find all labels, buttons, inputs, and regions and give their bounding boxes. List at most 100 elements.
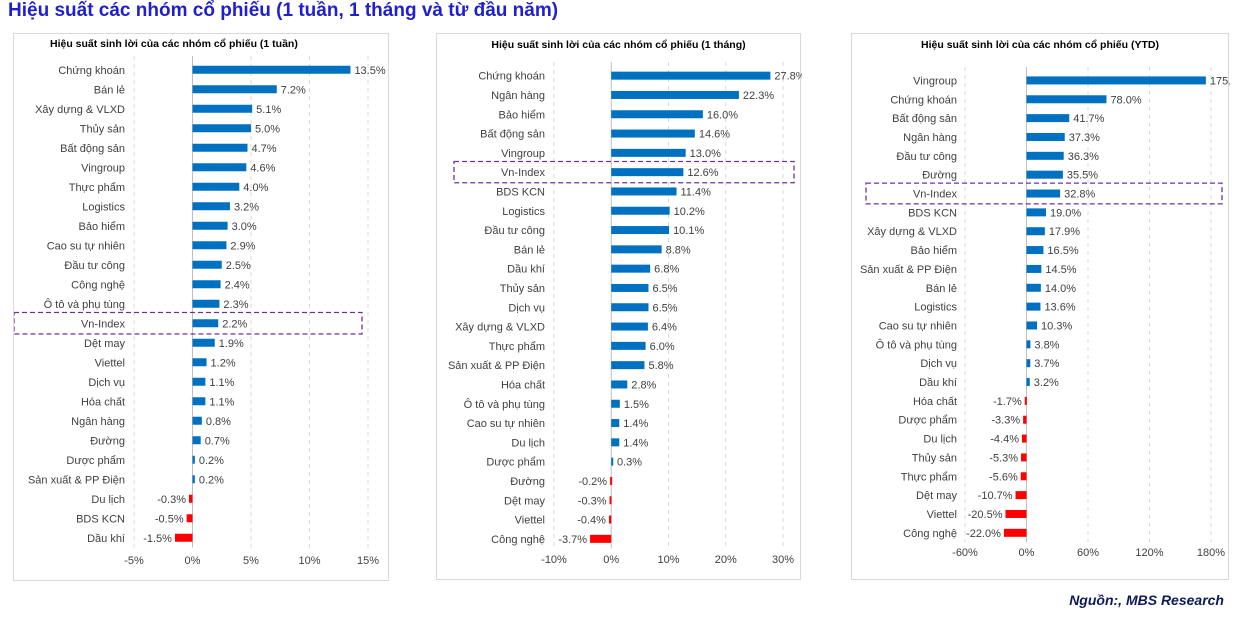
data-label: 1.1%: [209, 396, 234, 408]
bar: [192, 475, 195, 484]
bar: [192, 319, 219, 328]
bar: [192, 338, 215, 347]
data-label: 0.3%: [617, 457, 642, 469]
category-label: Sản xuất & PP Điện: [448, 360, 545, 372]
category-label: Dịch vụ: [508, 302, 545, 314]
category-label: Bất động sản: [892, 113, 957, 125]
bar: [192, 104, 253, 113]
data-label: 36.3%: [1068, 151, 1099, 163]
bar: [192, 143, 248, 152]
bar: [192, 377, 206, 386]
category-label: Dầu khí: [919, 377, 957, 389]
data-label: 5.8%: [648, 360, 673, 372]
chart-ytd: -60% 0% 60% 120% 180% Vingroup 175.0% Chứng kho…: [860, 67, 1230, 559]
data-label: 16.0%: [707, 109, 738, 121]
data-label: -4.4%: [990, 434, 1019, 446]
category-label: Cao su tự nhiên: [879, 320, 957, 332]
category-label: Logistics: [502, 206, 545, 218]
data-label: 175.0%: [1210, 75, 1230, 87]
bar: [192, 397, 206, 406]
bar: [192, 85, 277, 94]
bar: [609, 496, 612, 505]
data-label: 19.0%: [1050, 207, 1081, 219]
bar: [192, 124, 251, 133]
data-label: 6.5%: [652, 283, 677, 295]
data-label: -0.4%: [577, 515, 606, 527]
category-label: Dệt may: [504, 495, 545, 507]
category-label: Dịch vụ: [88, 377, 125, 389]
bar: [1003, 528, 1027, 537]
bar: [186, 514, 193, 523]
x-tick-label: 15%: [357, 555, 379, 567]
chart-panel-1-week: Hiệu suất sinh lời của các nhóm cổ phiếu…: [13, 33, 389, 581]
data-label: -3.7%: [558, 534, 587, 546]
category-label: Du lịch: [511, 437, 545, 449]
category-label: Thủy sản: [80, 123, 125, 135]
data-label: 78.0%: [1110, 94, 1141, 106]
x-tick-label: 10%: [298, 555, 320, 567]
data-label: -5.3%: [989, 452, 1018, 464]
category-label: Ô tô và phụ tùng: [44, 298, 125, 311]
category-label: Thủy sản: [912, 452, 957, 464]
category-label: Thủy sản: [500, 283, 545, 295]
data-label: 3.2%: [234, 201, 259, 213]
data-label: 3.2%: [1034, 377, 1059, 389]
chart-1-month: -10% 0% 10% 20% 30% Chứng khoán 27.8% Ngân hàng…: [448, 62, 802, 566]
bar: [174, 533, 193, 542]
bar: [192, 65, 351, 74]
x-tick-label: 120%: [1135, 547, 1163, 559]
data-label: 6.4%: [652, 322, 677, 334]
x-tick-label: 0%: [603, 554, 619, 566]
category-label: Chứng khoán: [890, 94, 957, 106]
category-label: Logistics: [914, 302, 957, 314]
category-label: Ngân hàng: [903, 132, 957, 144]
bar: [192, 163, 247, 172]
category-label: Ngân hàng: [71, 416, 125, 428]
data-label: 6.5%: [652, 302, 677, 314]
category-label: Bán lẻ: [94, 84, 125, 96]
bar: [611, 206, 670, 215]
category-label: Vn-Index: [501, 167, 546, 179]
bar: [611, 303, 649, 312]
data-label: 35.5%: [1067, 170, 1098, 182]
data-label: -0.5%: [155, 513, 184, 525]
category-label: Vingroup: [81, 162, 125, 174]
bar: [1005, 509, 1027, 518]
category-label: Đường: [510, 476, 545, 488]
category-label: Đầu tư công: [896, 151, 957, 163]
category-label: Dịch vụ: [920, 358, 957, 370]
chart-1-week: -5% 0% 5% 10% 15% Chứng khoán 13.5% Bán lẻ 7.2% X…: [14, 56, 386, 567]
bar: [1026, 321, 1038, 330]
highlight-box: [453, 160, 795, 184]
bar: [1026, 151, 1064, 160]
data-label: 37.3%: [1069, 132, 1100, 144]
bar: [611, 110, 703, 119]
data-label: 11.4%: [681, 186, 712, 198]
bar: [1026, 340, 1031, 349]
category-label: Logistics: [82, 201, 125, 213]
category-label: Chứng khoán: [478, 71, 545, 83]
category-label: Đầu tư công: [484, 225, 545, 237]
data-label: -1.7%: [993, 396, 1022, 408]
data-label: 2.9%: [230, 240, 255, 252]
category-label: Dầu khí: [87, 533, 125, 545]
category-label: Du lịch: [91, 494, 125, 506]
bar: [1021, 434, 1027, 443]
category-label: Hóa chất: [501, 379, 545, 391]
category-label: Viettel: [927, 509, 957, 521]
bar: [611, 226, 670, 235]
data-label: -0.3%: [578, 495, 607, 507]
bar: [611, 322, 648, 331]
chart-panel-1-month: Hiệu suất sinh lời của các nhóm cổ phiếu…: [436, 33, 802, 580]
bar: [188, 494, 193, 503]
bar: [192, 221, 228, 230]
category-label: Du lịch: [923, 434, 957, 446]
data-label: 3.0%: [232, 221, 257, 233]
data-label: 0.8%: [206, 416, 231, 428]
data-label: 8.8%: [666, 244, 691, 256]
bar: [192, 182, 240, 191]
data-label: 13.5%: [354, 65, 385, 77]
data-label: -5.6%: [989, 471, 1018, 483]
data-label: -1.5%: [143, 533, 172, 545]
category-label: Bán lẻ: [926, 283, 957, 295]
